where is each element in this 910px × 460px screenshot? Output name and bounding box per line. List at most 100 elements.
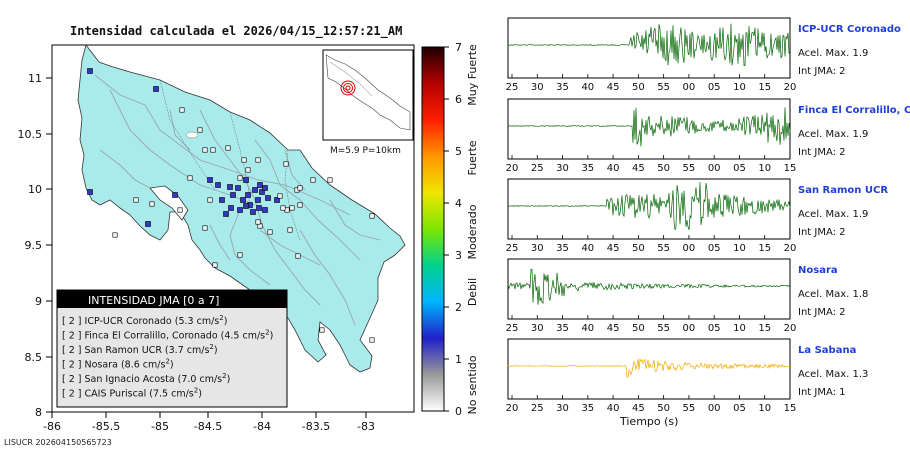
station-marker-intensity-0 [133, 197, 139, 203]
station-name: San Ramon UCR [798, 185, 888, 196]
waveform-tick-label: 35 [556, 82, 569, 93]
station-marker-intensity-2 [172, 192, 178, 198]
waveform-tick-label: 30 [556, 403, 569, 414]
road-network [94, 74, 381, 326]
station-marker-intensity-2 [274, 197, 280, 203]
station-marker-intensity-0 [295, 253, 301, 259]
waveform-tick-label: 10 [758, 163, 771, 174]
waveform-trace [507, 107, 791, 147]
inset-map [325, 54, 411, 131]
waveform-tick-label: 20 [506, 163, 519, 174]
map-y-axis: 8 8.5 9 9.5 10 10.5 11 [18, 72, 52, 419]
waveform-tick-label: 55 [657, 243, 670, 254]
waveform-tick-label: 15 [784, 163, 797, 174]
station-marker-intensity-2 [265, 195, 271, 201]
waveform-trace [507, 357, 791, 378]
station-intensity: Int JMA: 2 [798, 66, 846, 77]
station-marker-intensity-2 [262, 207, 268, 213]
legend-item: [ 2 ] Nosara (8.6 cm/s2) [62, 358, 174, 371]
waveform-tick-label: 10 [733, 323, 746, 334]
waveform-tick-label: 40 [581, 243, 594, 254]
station-marker-intensity-0 [369, 213, 375, 219]
station-marker-intensity-2 [262, 185, 268, 191]
colorbar-tick-label: 6 [455, 93, 462, 106]
waveform-trace [507, 268, 791, 305]
waveform-tick-label: 20 [506, 403, 519, 414]
station-marker-intensity-2 [250, 209, 256, 215]
map-y-tick-label: 8 [35, 406, 42, 419]
legend-title: INTENSIDAD JMA [0 a 7] [88, 294, 219, 307]
waveform-tick-label: 25 [506, 323, 519, 334]
station-marker-intensity-2 [87, 68, 93, 74]
legend-item: [ 2 ] San Ignacio Acosta (7.0 cm/s2) [62, 372, 230, 385]
colorbar-category-label: Muy Fuerte [466, 44, 479, 106]
waveform-tick-label: 55 [657, 82, 670, 93]
station-marker-intensity-2 [153, 86, 159, 92]
station-marker-intensity-0 [225, 145, 231, 151]
waveform-frame [507, 178, 791, 240]
waveform-tick-label: 45 [632, 403, 645, 414]
colorbar-tick-label: 0 [455, 405, 462, 418]
waveform-tick-label: 20 [784, 82, 797, 93]
map-x-tick-label: -83.5 [302, 420, 330, 433]
station-marker-intensity-2 [259, 189, 265, 195]
waveform-tick-label: 15 [784, 403, 797, 414]
waveform-tick-label: 50 [632, 323, 645, 334]
station-marker-intensity-0 [280, 205, 286, 211]
waveform-tick-label: 25 [506, 243, 519, 254]
waveform-tick-label: 30 [531, 243, 544, 254]
map-x-axis: -86 -85.5 -85 -84.5 -84 -83.5 -83 [43, 412, 375, 433]
map-x-tick-label: -85.5 [92, 420, 120, 433]
station-intensity: Int JMA: 2 [798, 147, 846, 158]
station-marker-intensity-2 [245, 192, 251, 198]
map-x-tick-label: -84.5 [194, 420, 222, 433]
station-accel: Acel. Max. 1.3 [798, 369, 868, 380]
waveform-tick-label: 50 [657, 163, 670, 174]
station-marker-intensity-0 [241, 157, 247, 163]
legend-item: [ 2 ] Finca El Corralillo, Coronado (4.5… [62, 329, 273, 342]
waveform-panel: 25 30 35 40 45 50 55 00 05 10 15 20 ICP-UCR Coronado… [506, 17, 901, 93]
station-marker-intensity-0 [297, 185, 303, 191]
station-markers [87, 68, 375, 343]
station-marker-intensity-2 [243, 177, 249, 183]
colorbar-category-labels: No sentido Debil Moderado Fuerte Muy Fuerte [466, 44, 479, 415]
map-x-tick-label: -84 [253, 420, 271, 433]
map-x-tick-label: -83 [357, 420, 375, 433]
map-x-tick-label: -85 [151, 420, 169, 433]
station-marker-intensity-2 [223, 211, 229, 217]
station-marker-intensity-0 [327, 177, 333, 183]
waveform-tick-label: 15 [758, 323, 771, 334]
station-marker-intensity-0 [179, 107, 185, 113]
waveform-panels: 25 30 35 40 45 50 55 00 05 10 15 20 ICP-UCR Coronado… [506, 17, 910, 414]
station-accel: Acel. Max. 1.9 [798, 129, 868, 140]
station-marker-intensity-2 [207, 177, 213, 183]
station-accel: Acel. Max. 1.9 [798, 209, 868, 220]
station-marker-intensity-0 [369, 337, 375, 343]
waveform-tick-label: 50 [632, 243, 645, 254]
station-marker-intensity-0 [287, 227, 293, 233]
station-marker-intensity-0 [112, 232, 118, 238]
station-intensity: Int JMA: 2 [798, 227, 846, 238]
station-marker-intensity-0 [149, 201, 155, 207]
waveform-tick-label: 40 [607, 163, 620, 174]
station-marker-intensity-2 [87, 189, 93, 195]
station-marker-intensity-0 [202, 147, 208, 153]
waveform-tick-label: 30 [531, 323, 544, 334]
map-y-tick-label: 9.5 [25, 239, 43, 252]
colorbar-tick-label: 4 [455, 197, 462, 210]
colorbar-tick-label: 3 [455, 249, 462, 262]
map-x-tick-label: -86 [43, 420, 61, 433]
time-axis-title: Tiempo (s) [620, 415, 679, 428]
colorbar-ticks: 0 1 2 3 4 5 6 7 [444, 41, 462, 418]
station-marker-intensity-2 [230, 192, 236, 198]
waveform-tick-label: 45 [607, 243, 620, 254]
station-intensity: Int JMA: 2 [798, 307, 846, 318]
map-y-tick-label: 10.5 [18, 128, 43, 141]
station-marker-intensity-0 [187, 175, 193, 181]
waveform-tick-label: 00 [683, 243, 696, 254]
station-accel: Acel. Max. 1.9 [798, 48, 868, 59]
waveform-tick-label: 50 [632, 82, 645, 93]
waveform-tick-label: 10 [758, 403, 771, 414]
waveform-tick-label: 45 [607, 82, 620, 93]
station-marker-intensity-0 [245, 167, 251, 173]
